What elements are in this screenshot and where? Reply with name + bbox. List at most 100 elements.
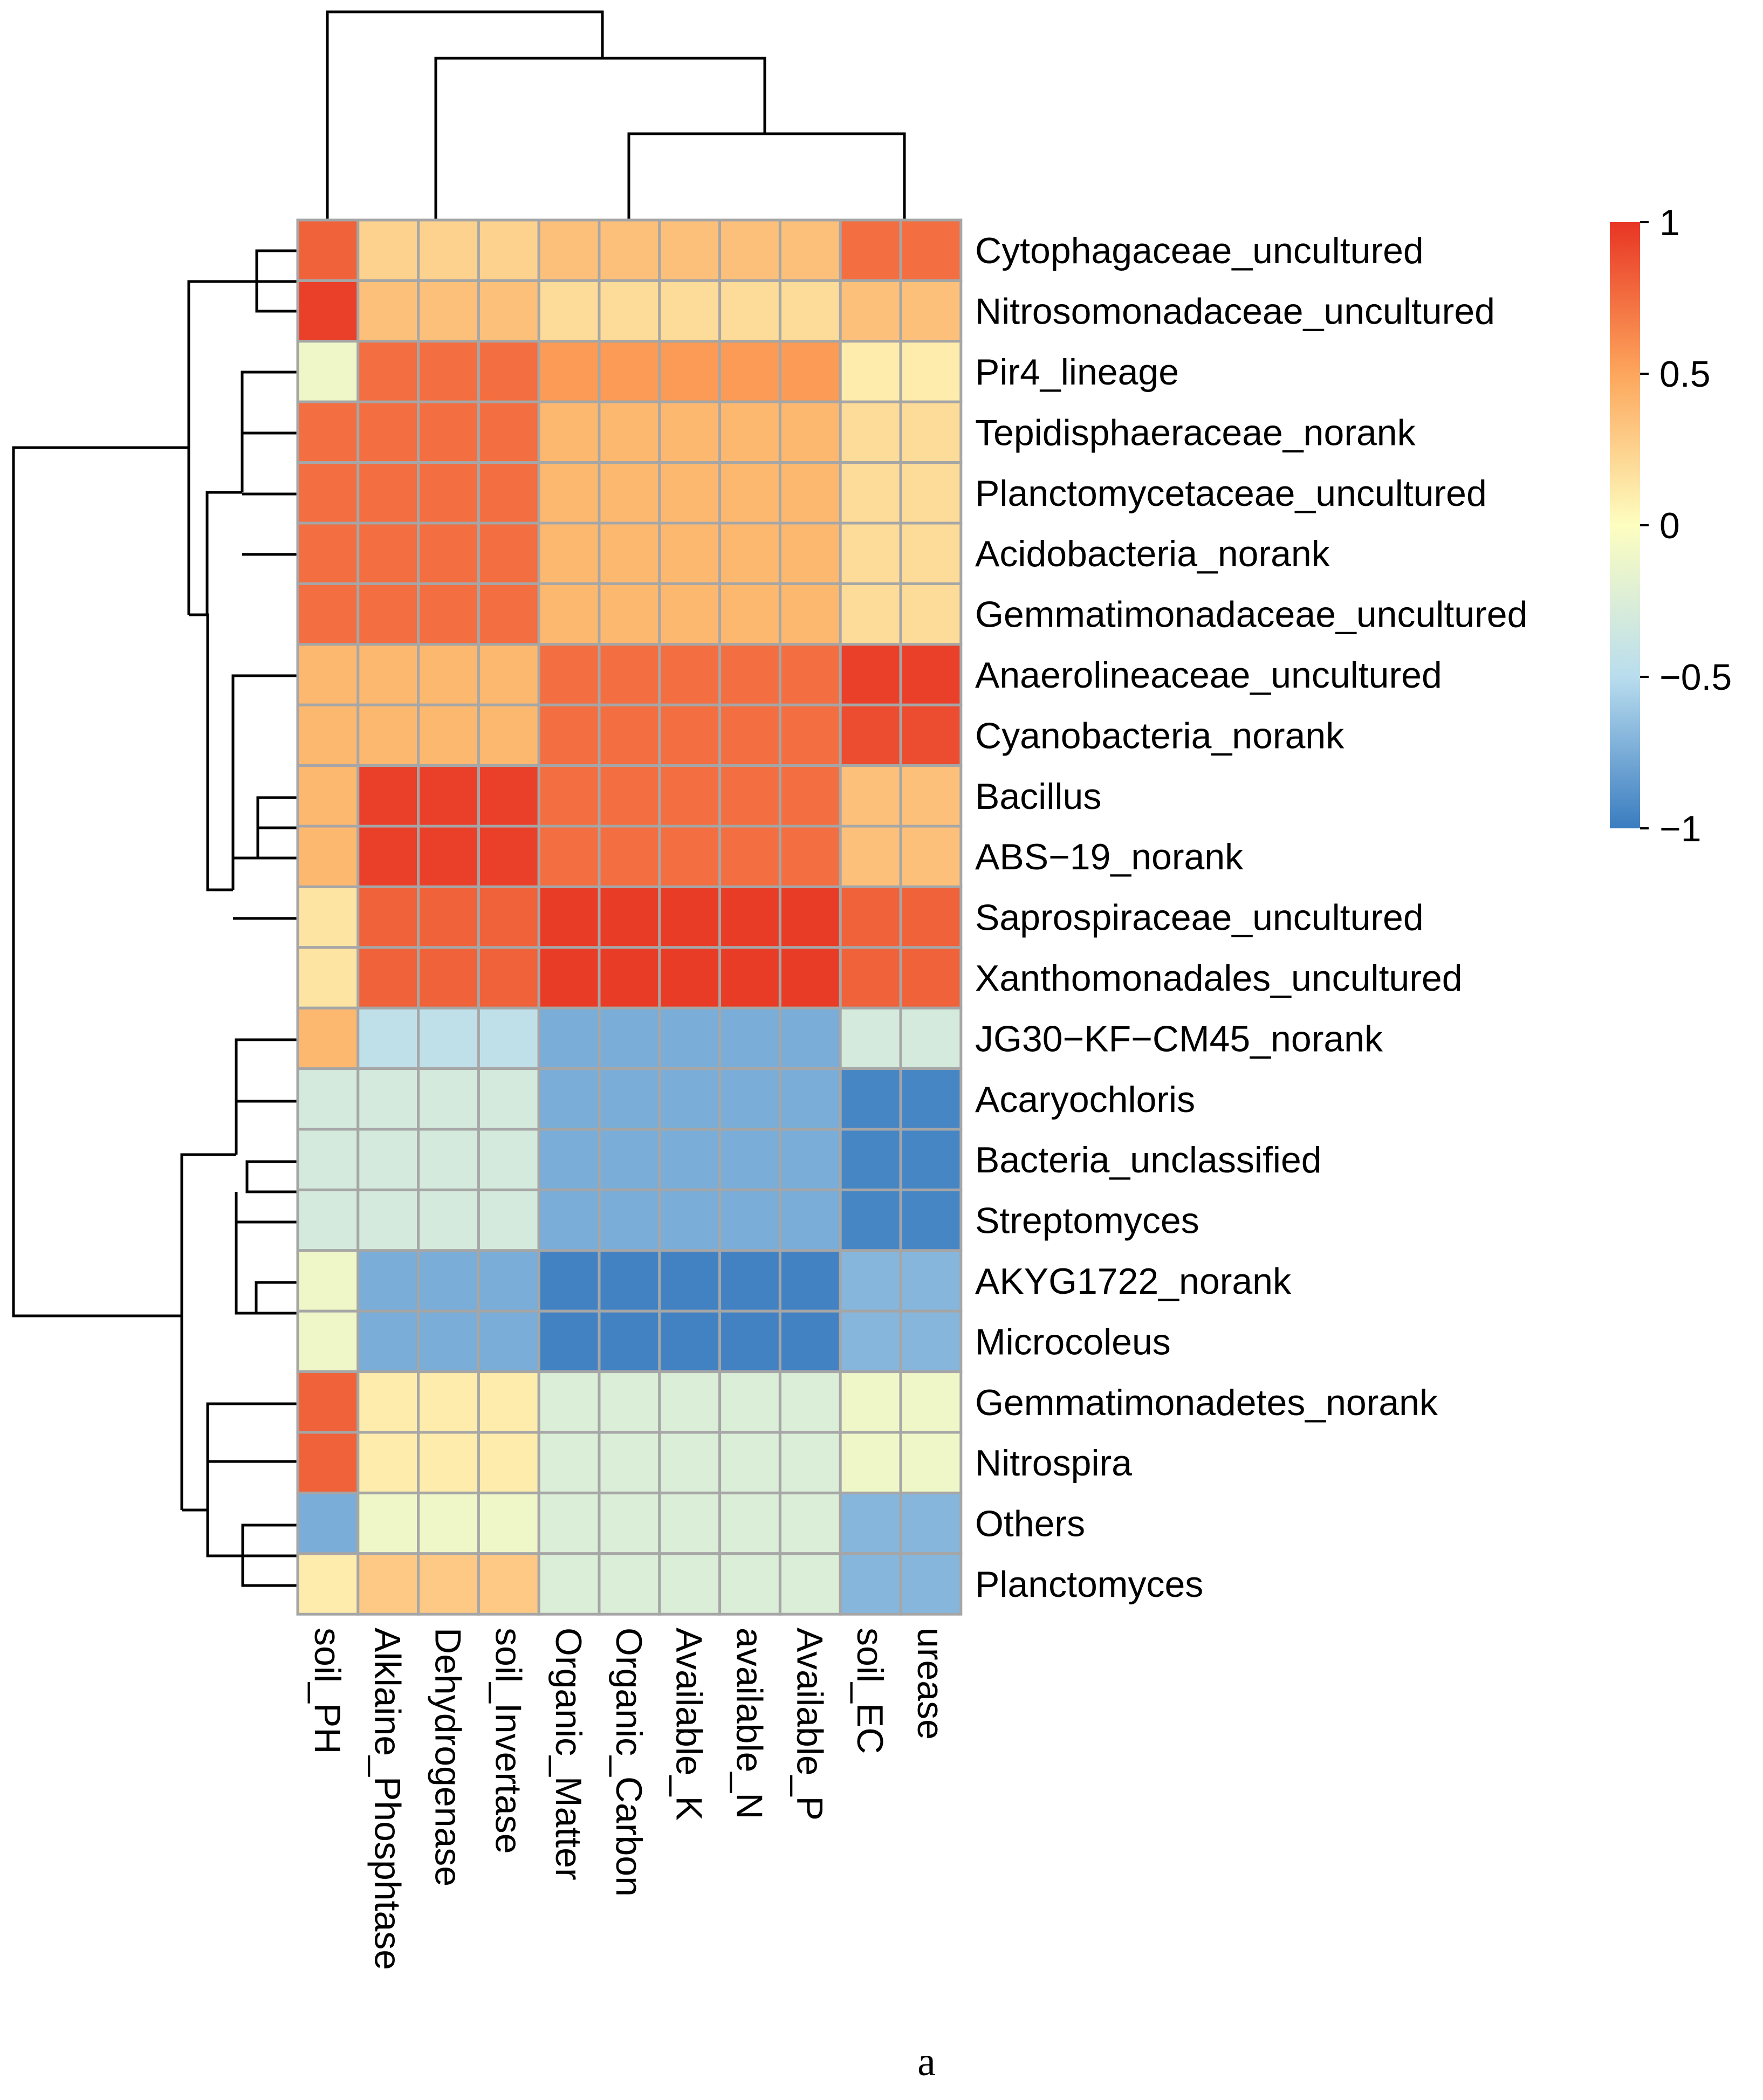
row-label: Microcoleus <box>975 1321 1171 1362</box>
heatmap-cell <box>899 946 963 1010</box>
dendrogram-branch <box>12 446 190 1317</box>
dendrogram-branch <box>241 1556 298 1587</box>
heatmap-cell <box>718 1309 781 1374</box>
column-label: Organic_Matter <box>548 1628 589 1881</box>
heatmap-cell <box>537 461 601 525</box>
heatmap-cell <box>537 703 601 767</box>
heatmap-cell <box>839 1431 902 1494</box>
dendrogram-branch <box>235 1038 298 1155</box>
heatmap-cell <box>477 218 540 282</box>
heatmap-cell <box>778 400 842 464</box>
row-label: Planctomyces <box>975 1564 1203 1605</box>
row-label: Bacillus <box>975 776 1101 817</box>
dendrogram-branch <box>255 282 298 313</box>
heatmap-cell <box>718 885 781 949</box>
heatmap-cell <box>417 1249 480 1313</box>
heatmap-cell <box>778 279 842 343</box>
row-label: Anaerolineaceae_uncultured <box>975 655 1442 696</box>
row-label: Gemmatimonadetes_norank <box>975 1382 1438 1423</box>
heatmap-cell <box>839 703 902 767</box>
heatmap-cell <box>296 1491 360 1555</box>
heatmap-cell <box>417 643 480 706</box>
column-label: soil_PH <box>307 1628 348 1754</box>
column-label: available_N <box>729 1628 770 1819</box>
row-label: Tepidisphaeraceae_norank <box>975 412 1416 453</box>
row-label: Others <box>975 1504 1085 1545</box>
heatmap-cell <box>658 946 722 1010</box>
heatmap-cell <box>477 582 540 646</box>
heatmap-cell <box>598 279 661 343</box>
heatmap-cell <box>778 703 842 767</box>
heatmap-cell <box>296 764 360 828</box>
heatmap-cell <box>417 1067 480 1131</box>
heatmap-cell <box>477 1552 540 1616</box>
heatmap-cell <box>598 1552 661 1616</box>
heatmap-cell <box>477 703 540 767</box>
heatmap-cell <box>658 400 722 464</box>
heatmap-cell <box>296 643 360 706</box>
heatmap-cell <box>417 521 480 585</box>
dendrogram-branch <box>205 491 242 615</box>
heatmap-cell <box>537 1552 601 1616</box>
heatmap-cell <box>658 1552 722 1616</box>
heatmap-cell <box>778 885 842 949</box>
heatmap-cell <box>356 1552 420 1616</box>
heatmap-cell <box>356 946 420 1010</box>
heatmap-cell <box>718 1188 781 1252</box>
heatmap-cell <box>417 1552 480 1616</box>
heatmap-cell <box>356 400 420 464</box>
heatmap-cell <box>417 825 480 888</box>
heatmap-cell <box>658 1249 722 1313</box>
heatmap-cell <box>658 340 722 403</box>
heatmap-cell <box>417 400 480 464</box>
dendrogram-branch <box>245 1160 298 1193</box>
heatmap-cell <box>296 340 360 403</box>
dendrogram-branch <box>187 280 257 615</box>
heatmap-cell <box>417 1309 480 1374</box>
heatmap-cell <box>296 703 360 767</box>
heatmap-cell <box>598 643 661 706</box>
heatmap-cell <box>778 582 842 646</box>
dendrogram-branch <box>231 674 298 890</box>
dendrogram-branch <box>256 796 298 829</box>
heatmap-cell <box>778 1491 842 1555</box>
heatmap-cell <box>839 521 902 585</box>
dendrogram-branch <box>206 1461 243 1557</box>
heatmap-cell <box>356 1370 420 1434</box>
heatmap-cell <box>899 1006 963 1070</box>
heatmap-cell <box>718 946 781 1010</box>
heatmap-cell <box>598 946 661 1010</box>
column-label: Available_P <box>789 1628 830 1821</box>
heatmap-cell <box>537 885 601 949</box>
heatmap-cell <box>718 825 781 888</box>
panel-label: a <box>917 2039 936 2084</box>
heatmap-cell <box>477 1431 540 1494</box>
heatmap-cell <box>356 1309 420 1374</box>
heatmap-cell <box>356 1067 420 1131</box>
heatmap-cell <box>718 703 781 767</box>
heatmap-cell <box>899 1431 963 1494</box>
heatmap-cell <box>839 279 902 343</box>
row-label: JG30−KF−CM45_norank <box>975 1018 1383 1059</box>
heatmap-cell <box>598 1067 661 1131</box>
column-label: soil_EC <box>849 1628 890 1754</box>
dendrogram-branch <box>627 132 906 220</box>
heatmap-cell <box>598 582 661 646</box>
heatmap-cell <box>537 1249 601 1313</box>
heatmap-cell <box>477 825 540 888</box>
legend-tick-label: −1 <box>1659 808 1702 849</box>
heatmap-cell <box>417 279 480 343</box>
heatmap-cell <box>417 1128 480 1191</box>
heatmap-cell <box>356 582 420 646</box>
heatmap-cell <box>658 1370 722 1434</box>
heatmap-cell <box>598 400 661 464</box>
heatmap-cell <box>598 703 661 767</box>
heatmap-cell <box>778 825 842 888</box>
heatmap-cell <box>718 1067 781 1131</box>
heatmap-cell <box>839 1249 902 1313</box>
dendrogram-branch <box>256 828 298 860</box>
heatmap-cell <box>356 521 420 585</box>
heatmap-cell <box>296 1370 360 1434</box>
